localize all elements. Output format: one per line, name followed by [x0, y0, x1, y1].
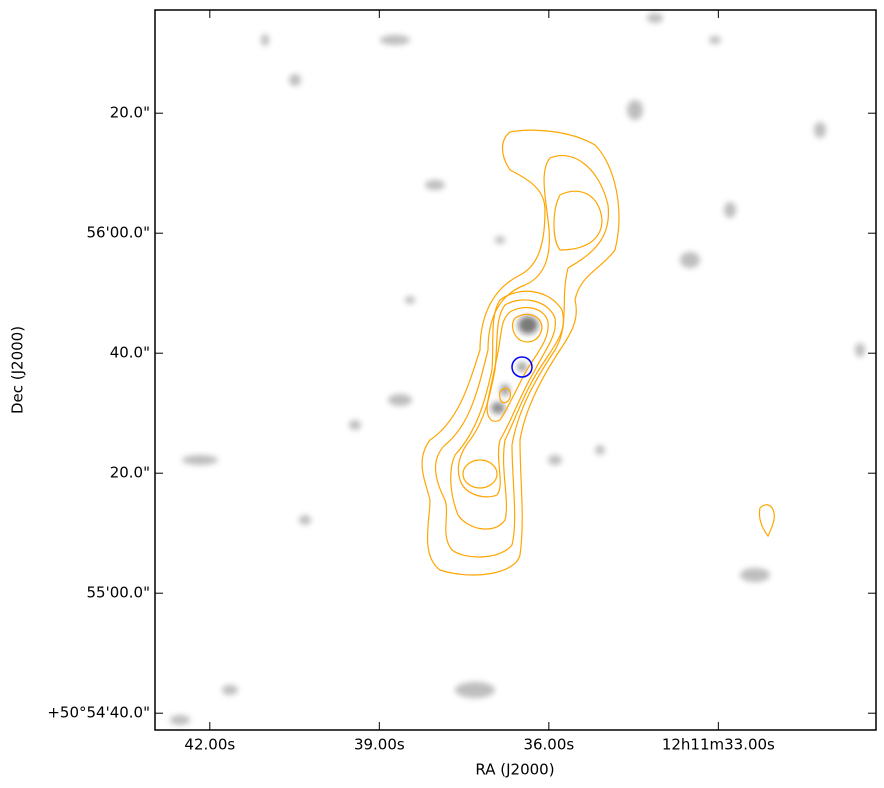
x-tick-label: 42.00s	[184, 736, 235, 754]
y-tick-label: 55'00.0"	[86, 584, 150, 602]
contour	[462, 459, 498, 489]
x-tick-label: 12h11m33.00s	[662, 736, 775, 754]
y-tick-label: 20.0"	[110, 104, 150, 122]
plot-frame	[154, 9, 877, 731]
contour	[450, 290, 564, 530]
contour	[553, 190, 603, 251]
y-axis-label: Dec (J2000)	[9, 326, 27, 414]
contour	[499, 387, 511, 404]
contour	[434, 155, 610, 558]
y-tick-label: +50°54'40.0"	[47, 704, 150, 722]
y-tick-label: 20.0"	[110, 464, 150, 482]
contour	[486, 306, 549, 422]
x-tick-label: 36.00s	[523, 736, 574, 754]
x-axis-label: RA (J2000)	[475, 761, 554, 779]
contour	[511, 313, 543, 343]
contour	[421, 129, 620, 576]
source-marker	[511, 356, 533, 378]
x-tick-label: 39.00s	[354, 736, 405, 754]
y-tick-label: 56'00.0"	[86, 224, 150, 242]
contour	[457, 299, 557, 498]
contours	[421, 129, 775, 576]
sky-image	[170, 13, 865, 725]
contour	[758, 504, 775, 538]
y-tick-label: 40.0"	[110, 344, 150, 362]
